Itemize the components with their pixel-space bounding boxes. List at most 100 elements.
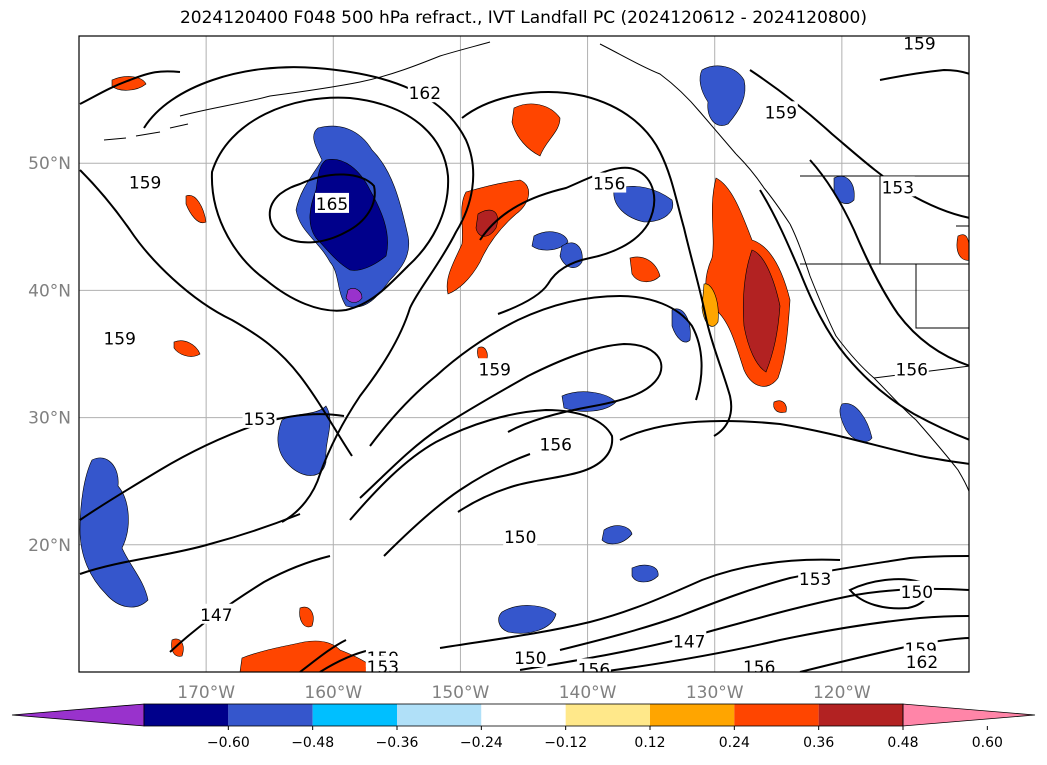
colorbar-tick-label: 0.24 (719, 735, 750, 751)
colorbar-segment (312, 704, 397, 726)
colorbar-tick-label: 0.12 (634, 735, 665, 751)
colorbar-tick-label: −0.60 (207, 735, 250, 751)
neg-region-130w-35n (671, 308, 691, 343)
pos-region-45n-150w-core (475, 209, 498, 237)
neg-region-gulf-of-alaska-core (309, 159, 388, 271)
contour-label-bg (899, 580, 934, 601)
contour-label-bg (407, 82, 442, 103)
contour-label-bg (102, 327, 137, 348)
pos-region-35n-170w (173, 340, 201, 357)
longitude-label: 130°W (686, 683, 744, 703)
contour-label: 162 (409, 84, 441, 104)
latitude-label: 30°N (28, 409, 71, 429)
pos-region-west-coast-core (742, 249, 781, 373)
colorbar-extend-high (902, 703, 1036, 727)
colorbar-tick-label: 0.36 (803, 735, 834, 751)
neg-region-bc-coast (699, 65, 746, 126)
longitude-label: 150°W (432, 683, 490, 703)
contour-label-bg (880, 176, 915, 197)
contour-159-north-east (749, 69, 969, 219)
contour-150-south (439, 558, 841, 649)
contour-labels: 159 162 165 156 159 153 159 159 153 159 156 150 156 1… (102, 35, 939, 678)
contour-label-bg (477, 358, 512, 379)
contour-156-se (599, 615, 969, 672)
contour-label: 153 (367, 658, 399, 678)
contour-label: 159 (103, 330, 135, 350)
longitude-label: 160°W (304, 683, 362, 703)
contour-label-bg (503, 526, 538, 547)
coastlines (103, 41, 969, 493)
colorbar-segment (734, 704, 819, 726)
latitude-labels: 20°N 30°N 40°N 50°N (28, 154, 71, 556)
alaska-coast (179, 41, 491, 117)
contour-label: 153 (882, 178, 914, 198)
colorbar-segment (650, 704, 735, 726)
pos-region-45n-170w (185, 195, 207, 224)
contour-150-trough (383, 453, 531, 557)
contour-label: 159 (129, 173, 161, 193)
contour-165-low (268, 173, 376, 244)
colorbar-segment (397, 704, 482, 726)
colorbar-tick-label: −0.36 (376, 735, 419, 751)
contour-159-large (143, 66, 475, 523)
latitude-label: 20°N (28, 536, 71, 556)
colorbar-segment (481, 704, 566, 726)
contour-label-bg (798, 568, 833, 589)
contour-lower-sw-1 (299, 639, 347, 672)
height-contours (79, 66, 969, 672)
longitude-label: 140°W (559, 683, 617, 703)
contour-label-bg (592, 172, 627, 193)
contour-label-bg (199, 603, 234, 624)
colorbar-outline (143, 703, 904, 727)
contour-159-ridge (369, 294, 703, 447)
contour-159-ne2 (879, 68, 969, 81)
contour-label-bg (763, 101, 798, 122)
contour-label: 159 (765, 103, 797, 123)
pos-region-40n-135w (629, 256, 661, 283)
contour-147-south (79, 513, 301, 575)
contour-label: 147 (200, 606, 232, 626)
contour-label: 162 (906, 653, 938, 673)
contour-label: 156 (593, 175, 625, 195)
latitude-label: 50°N (28, 154, 71, 174)
baja-coast (873, 377, 969, 493)
pos-region-kamchatka (111, 76, 147, 91)
colorbar-tick-label: 0.60 (972, 735, 1003, 751)
contour-label-bg (242, 407, 277, 428)
colorbar-segment (228, 704, 313, 726)
contour-label: 147 (673, 632, 705, 652)
contour-159-kamchatka (79, 70, 181, 105)
colorbar-tick-label: −0.48 (291, 735, 334, 751)
map-plot-area: 159 162 165 156 159 153 159 159 153 159 156 150 156 1… (79, 35, 969, 678)
contour-label-bg (315, 192, 350, 213)
colorbar-segment (565, 704, 650, 726)
contour-label: 150 (514, 649, 546, 669)
bc-coast (735, 153, 791, 225)
contour-label: 156 (896, 360, 928, 380)
contour-156-north (461, 91, 733, 437)
contour-label: 150 (504, 528, 536, 548)
neg-region-30n-160w (277, 405, 331, 476)
contour-label: 156 (743, 658, 775, 678)
colorbar-segment (144, 704, 229, 726)
alaska-panhandle (599, 43, 737, 155)
contour-label-bg (538, 433, 573, 454)
longitude-label: 170°W (177, 683, 235, 703)
contour-label-bg (902, 36, 937, 53)
latitude-label: 40°N (28, 281, 71, 301)
colorbar-extend-low (11, 703, 145, 727)
contour-156-east (759, 189, 969, 441)
contour-153-mid (79, 413, 345, 521)
longitude-labels: 170°W 160°W 150°W 140°W 130°W 120°W (177, 683, 871, 703)
colorbar-tick-label: −0.12 (544, 735, 587, 751)
contour-label-bg (904, 650, 939, 671)
contour-label: 159 (903, 35, 935, 55)
us-west-coast (789, 223, 875, 379)
longitude-label: 120°W (813, 683, 871, 703)
contour-156-mid (359, 342, 663, 499)
neg-region-purple (345, 288, 363, 303)
contour-label-bg (894, 358, 929, 379)
contour-label: 153 (243, 410, 275, 430)
